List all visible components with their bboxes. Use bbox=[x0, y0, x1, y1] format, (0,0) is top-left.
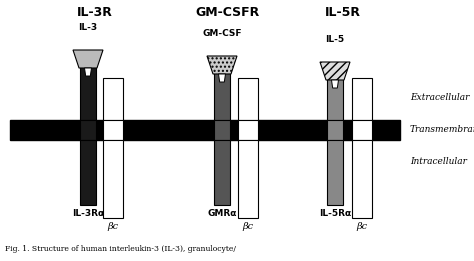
Polygon shape bbox=[207, 56, 237, 74]
Text: GM-CSF: GM-CSF bbox=[202, 29, 242, 38]
Polygon shape bbox=[80, 60, 96, 120]
Text: βc: βc bbox=[108, 222, 118, 231]
Text: IL-5R: IL-5R bbox=[325, 6, 361, 19]
Bar bbox=[238, 78, 258, 120]
Text: GM-CSFR: GM-CSFR bbox=[196, 6, 260, 19]
Bar bbox=[214, 120, 230, 140]
Text: IL-3Rα: IL-3Rα bbox=[72, 209, 104, 218]
Bar bbox=[103, 120, 123, 140]
Text: Transmembranous: Transmembranous bbox=[410, 126, 474, 134]
Text: IL-5Rα: IL-5Rα bbox=[319, 209, 351, 218]
Bar bbox=[352, 78, 372, 120]
Text: IL-3R: IL-3R bbox=[77, 6, 113, 19]
Polygon shape bbox=[219, 74, 226, 82]
Bar bbox=[327, 120, 343, 140]
Bar bbox=[352, 140, 372, 218]
Bar bbox=[238, 140, 258, 218]
Bar bbox=[214, 140, 230, 205]
Bar bbox=[103, 78, 123, 120]
Polygon shape bbox=[73, 50, 103, 68]
Polygon shape bbox=[84, 68, 91, 76]
Text: Fig. 1. Structure of human interleukin-3 (IL-3), granulocyte/: Fig. 1. Structure of human interleukin-3… bbox=[5, 245, 236, 253]
Text: Intracellular: Intracellular bbox=[410, 157, 467, 167]
Bar bbox=[352, 120, 372, 140]
Polygon shape bbox=[214, 66, 230, 120]
Text: IL-5: IL-5 bbox=[326, 35, 345, 44]
Bar bbox=[238, 120, 258, 140]
Polygon shape bbox=[331, 80, 338, 88]
Bar bbox=[80, 120, 96, 140]
Polygon shape bbox=[327, 72, 343, 120]
Bar bbox=[10, 120, 400, 140]
Bar bbox=[103, 140, 123, 218]
Polygon shape bbox=[320, 62, 350, 80]
Text: GMRα: GMRα bbox=[207, 209, 237, 218]
Bar bbox=[327, 140, 343, 205]
Text: Extracellular: Extracellular bbox=[410, 93, 469, 103]
Text: IL-3: IL-3 bbox=[78, 23, 98, 32]
Text: βc: βc bbox=[356, 222, 367, 231]
Bar bbox=[80, 140, 96, 205]
Text: βc: βc bbox=[242, 222, 254, 231]
